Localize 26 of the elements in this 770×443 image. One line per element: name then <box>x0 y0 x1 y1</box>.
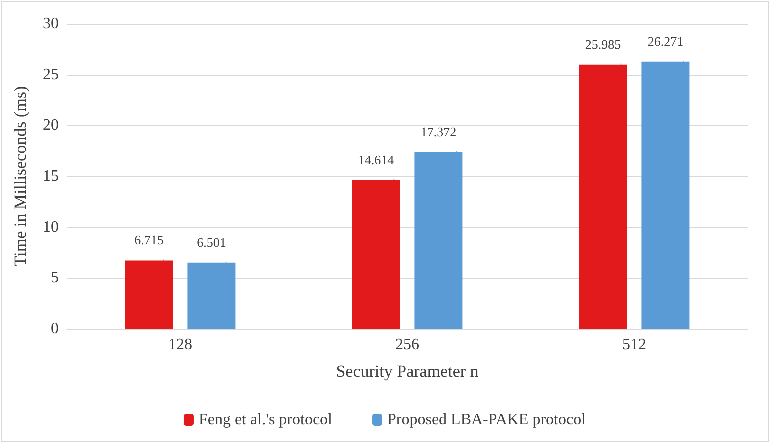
y-tick-label: 15 <box>43 168 59 185</box>
y-tick-label: 30 <box>43 16 59 32</box>
y-tick-label: 25 <box>43 66 59 84</box>
bar <box>125 260 174 329</box>
bar <box>414 152 463 329</box>
data-label: 17.372 <box>420 124 457 140</box>
bar <box>642 62 690 329</box>
y-tick-label: 10 <box>43 218 59 236</box>
y-axis-title: Time in Milliseconds (ms) <box>11 86 30 267</box>
data-label: 26.271 <box>648 34 684 49</box>
bar <box>352 180 400 329</box>
x-axis-title: Security Parameter n <box>336 362 480 381</box>
y-tick-label: 0 <box>51 320 59 338</box>
data-label: 25.985 <box>585 36 622 52</box>
y-tick-label: 20 <box>43 117 59 134</box>
data-label: 14.614 <box>358 152 395 168</box>
legend-label: Proposed LBA-PAKE protocol <box>388 412 587 428</box>
data-label: 6.501 <box>197 234 226 250</box>
y-tick-label: 5 <box>51 270 59 287</box>
bar <box>188 262 236 329</box>
x-tick-label: 512 <box>622 336 646 354</box>
bar <box>579 64 628 329</box>
legend-label: Feng et al.'s protocol <box>198 412 334 428</box>
x-tick-label: 128 <box>168 336 192 354</box>
data-label: 6.715 <box>134 232 164 248</box>
x-tick-label: 256 <box>396 336 420 354</box>
